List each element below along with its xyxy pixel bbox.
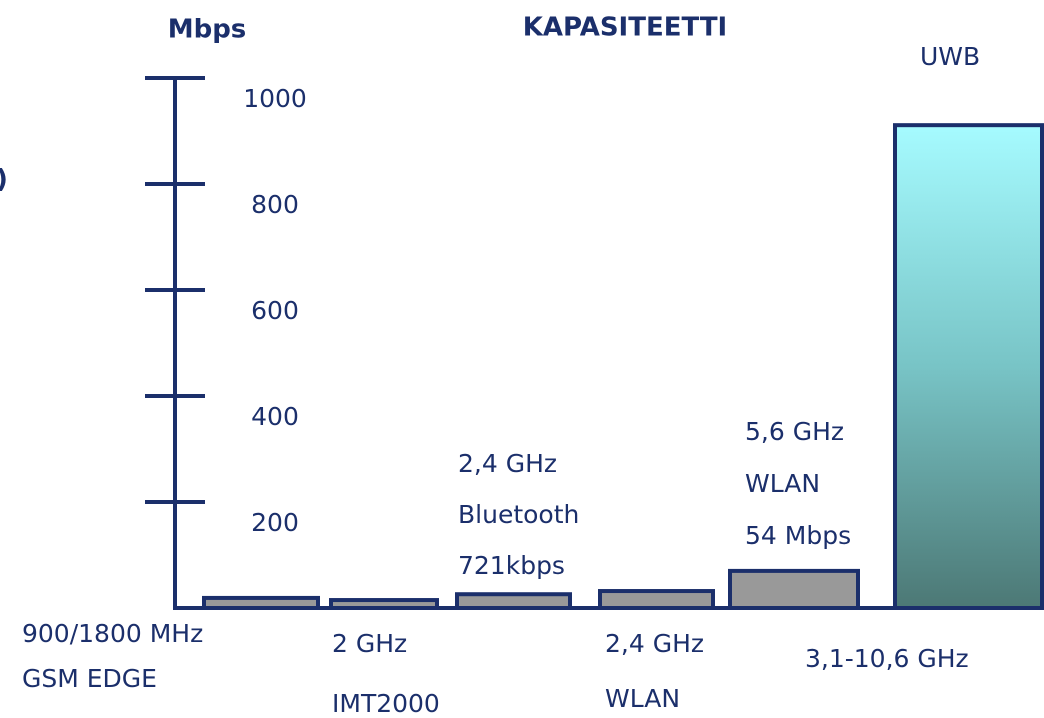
- bar: [202, 595, 320, 610]
- bar-annotation: 5,6 GHz: [745, 417, 844, 446]
- bar: [893, 123, 1044, 610]
- category-label: IMT2000: [332, 689, 440, 718]
- edge-text: ): [0, 165, 8, 195]
- y-tick-label: 200: [251, 508, 299, 537]
- bar-annotation: 54 Mbps: [745, 521, 851, 550]
- bar-annotation: 721kbps: [458, 551, 565, 580]
- y-tick-label: 400: [251, 402, 299, 431]
- bar-annotation: WLAN: [745, 469, 820, 498]
- bar: [329, 598, 439, 610]
- category-label: WLAN: [605, 684, 680, 713]
- bar-annotation: Bluetooth: [458, 500, 579, 529]
- bar: [598, 589, 715, 610]
- bar-annotation: UWB: [920, 42, 980, 71]
- bar: [728, 568, 860, 611]
- y-tick-label: 800: [251, 190, 299, 219]
- category-label: 2 GHz: [332, 629, 407, 658]
- category-label: 2,4 GHz: [605, 629, 704, 658]
- category-label: GSM EDGE: [22, 664, 157, 693]
- bar-annotation: 2,4 GHz: [458, 449, 557, 478]
- y-axis-label: Mbps: [168, 15, 247, 45]
- y-tick-label: 1000: [243, 84, 307, 113]
- bar: [455, 592, 572, 610]
- category-label: 3,1-10,6 GHz: [805, 644, 969, 673]
- chart-title: KAPASITEETTI: [523, 13, 727, 43]
- y-tick-label: 600: [251, 296, 299, 325]
- category-label: 900/1800 MHz: [22, 619, 203, 648]
